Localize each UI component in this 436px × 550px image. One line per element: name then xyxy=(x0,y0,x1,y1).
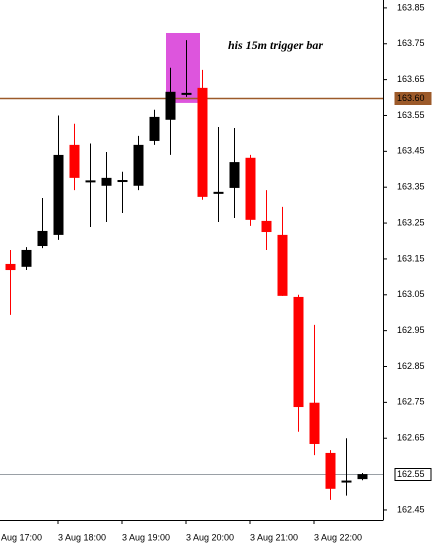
candle-body xyxy=(341,480,352,483)
x-tick-label: 3 Aug 20:00 xyxy=(186,532,234,542)
candle-body xyxy=(229,162,240,188)
y-tick-label: 162.45 xyxy=(397,504,425,514)
candle-body xyxy=(261,220,272,233)
annotation-box xyxy=(166,32,200,103)
plot-area: his 15m trigger bar xyxy=(0,32,383,500)
x-tick-label: 3 Aug 18:00 xyxy=(58,532,106,542)
candle-body xyxy=(325,452,336,489)
candle-body xyxy=(149,116,160,141)
candle-body xyxy=(53,154,64,235)
y-tick-label: 163.65 xyxy=(397,74,425,84)
y-tick-label: 163.15 xyxy=(397,253,425,263)
y-tick-label: 163.75 xyxy=(397,38,425,48)
price-label-box xyxy=(394,468,432,481)
x-tick-label: 3 Aug 22:00 xyxy=(314,532,362,542)
candle-body xyxy=(165,91,176,120)
price-label: 163.60 xyxy=(397,93,425,103)
candle-body xyxy=(181,92,192,95)
x-tick-label: 3 Aug 21:00 xyxy=(250,532,298,542)
price-label-box xyxy=(394,92,432,105)
y-tick-label: 162.65 xyxy=(397,433,425,443)
candle-body xyxy=(293,296,304,408)
y-tick-label: 162.75 xyxy=(397,397,425,407)
candle-body xyxy=(117,180,128,183)
y-tick-label: 163.05 xyxy=(397,289,425,299)
candle-body xyxy=(69,144,80,178)
x-tick-label: 3 Aug 17:00 xyxy=(0,532,42,542)
y-tick-label: 162.95 xyxy=(397,325,425,335)
price-label: 162.55 xyxy=(397,469,425,479)
candle-body xyxy=(213,191,224,194)
x-tick-label: 3 Aug 19:00 xyxy=(122,532,170,542)
candle-body xyxy=(5,263,16,271)
y-tick-label: 163.55 xyxy=(397,110,425,120)
y-tick-label: 163.45 xyxy=(397,146,425,156)
candle-body xyxy=(245,157,256,220)
y-tick-label: 163.25 xyxy=(397,217,425,227)
candle-body xyxy=(101,177,112,186)
candle-body xyxy=(85,180,96,183)
candle-body xyxy=(357,474,368,480)
candle-body xyxy=(37,230,48,247)
y-tick-label: 162.85 xyxy=(397,361,425,371)
candle-body xyxy=(133,144,144,186)
annotation-text: his 15m trigger bar xyxy=(228,38,323,52)
candle-body xyxy=(21,249,32,267)
candle-body xyxy=(309,402,320,444)
y-tick-label: 163.85 xyxy=(397,2,425,12)
candle-body xyxy=(277,234,288,296)
y-tick-label: 163.35 xyxy=(397,182,425,192)
candle-body xyxy=(197,87,208,197)
